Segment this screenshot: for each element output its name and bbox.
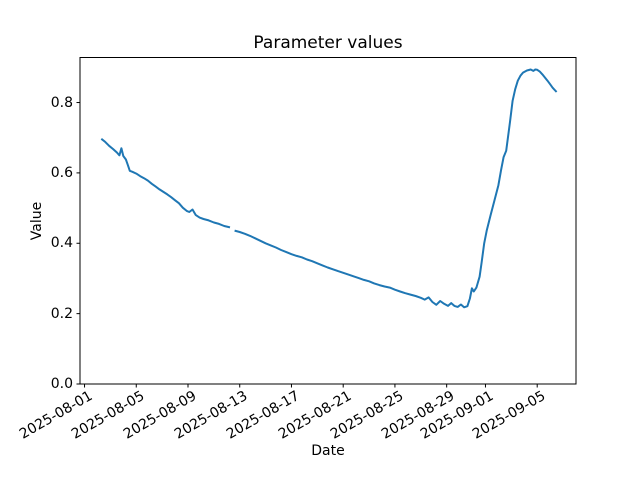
chart-title: Parameter values (253, 33, 403, 53)
y-tick-label: 0.6 (50, 164, 73, 181)
y-tick-label: 0.2 (50, 305, 73, 322)
ticks-group (76, 102, 538, 388)
axes-frame (79, 57, 577, 385)
series-group (100, 68, 558, 309)
y-tick-label: 0.8 (50, 94, 73, 111)
series-line-parameter (234, 68, 558, 309)
series-line-parameter (100, 138, 231, 229)
x-axis-label: Date (311, 443, 345, 459)
y-tick-label: 0.4 (50, 235, 73, 252)
y-tick-label: 0.0 (50, 376, 73, 392)
y-axis-label: Value (29, 201, 45, 241)
